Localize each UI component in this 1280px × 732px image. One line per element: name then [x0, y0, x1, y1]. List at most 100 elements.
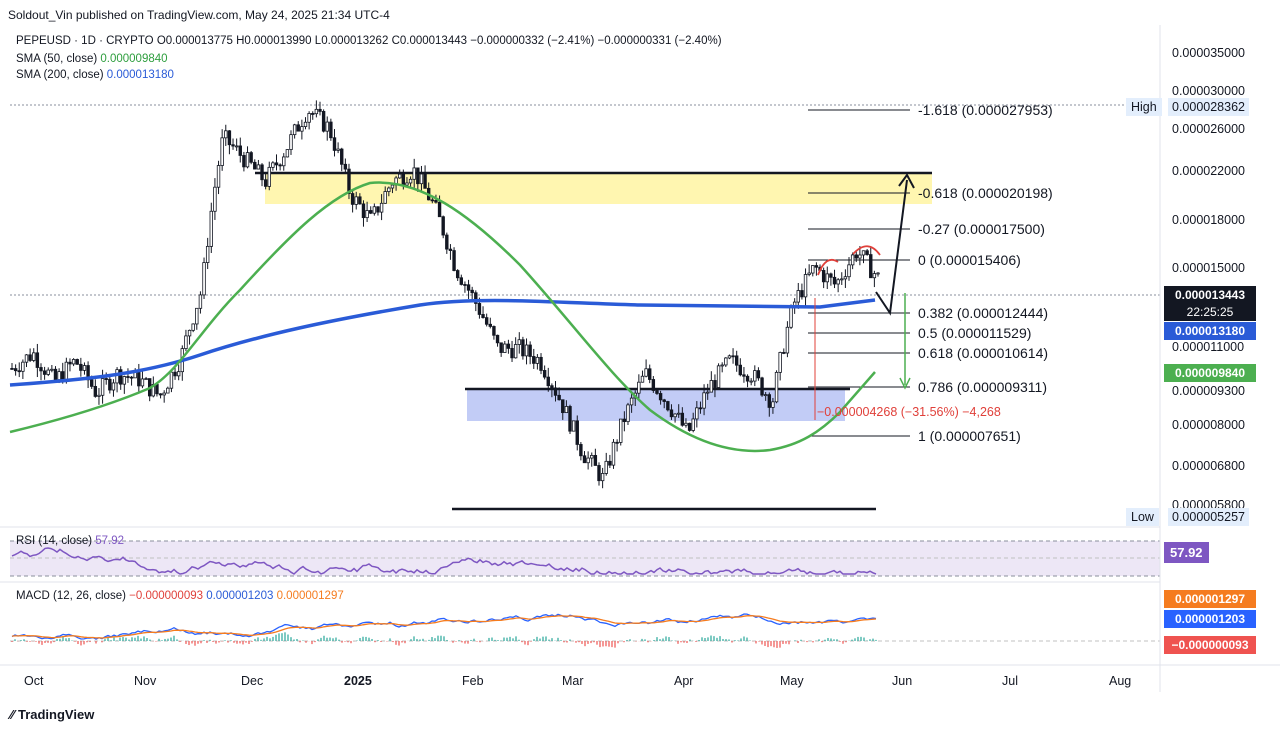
- candle-body: [282, 156, 286, 167]
- macd-bar: [344, 641, 346, 642]
- macd-bar: [185, 641, 187, 644]
- candle-body: [358, 196, 362, 205]
- macd-bar: [746, 637, 748, 641]
- candle-body: [843, 276, 848, 280]
- macd-bar: [137, 635, 139, 641]
- candle-body: [10, 367, 14, 370]
- candle-body: [760, 377, 764, 396]
- macd-bar: [851, 639, 853, 641]
- candle-body: [398, 173, 402, 179]
- candle-body: [46, 369, 50, 375]
- macd-bar: [716, 637, 718, 641]
- candle-body: [234, 145, 239, 148]
- macd-bar: [107, 637, 109, 641]
- macd-legend[interactable]: MACD (12, 26, close) −0.000000093 0.0000…: [16, 590, 344, 602]
- fib-label: 1 (0.000007651): [918, 428, 1021, 444]
- macd-bar: [509, 636, 511, 641]
- candle-body: [666, 401, 670, 411]
- macd-bar: [764, 641, 766, 646]
- macd-bar: [782, 641, 784, 644]
- macd-bar: [647, 641, 649, 643]
- macd-bar: [488, 637, 490, 641]
- candle-body: [477, 303, 482, 315]
- x-axis-label: Jul: [1002, 674, 1018, 688]
- candle-body: [524, 344, 529, 357]
- symbol[interactable]: PEPEUSD · 1D · CRYPTO: [16, 35, 154, 47]
- macd-bar: [125, 637, 127, 641]
- macd-bar: [278, 633, 280, 641]
- candle-body: [238, 145, 242, 156]
- macd-bar: [767, 641, 769, 648]
- candle-body: [64, 361, 69, 382]
- candle-body: [771, 401, 775, 408]
- candle-body: [376, 206, 380, 213]
- candle-body: [637, 381, 641, 394]
- macd-bar: [398, 641, 400, 646]
- macd-bar: [704, 638, 706, 641]
- candle-body: [517, 339, 521, 345]
- candle-body: [90, 379, 94, 387]
- high-tag-value: 0.000028362: [1168, 98, 1249, 116]
- macd-signal-value: 0.000001297: [276, 590, 344, 602]
- macd-bar: [773, 641, 775, 648]
- candle-body: [245, 152, 250, 168]
- macd-bar: [272, 636, 274, 641]
- candle-body: [35, 352, 40, 368]
- macd-bar: [131, 637, 133, 641]
- candle-body: [858, 254, 862, 259]
- price-candles: [10, 100, 880, 489]
- macd-bar: [614, 641, 616, 648]
- candle-body: [615, 441, 619, 444]
- candle-body: [39, 367, 43, 372]
- rsi-legend[interactable]: RSI (14, close) 57.92: [16, 535, 125, 547]
- macd-bar: [83, 641, 85, 645]
- candle-body: [202, 262, 206, 296]
- candle-body: [662, 399, 666, 402]
- fib-label: 0.5 (0.000011529): [918, 325, 1032, 341]
- candle-body: [510, 347, 514, 359]
- sma50-legend[interactable]: SMA (50, close) 0.000009840: [16, 53, 168, 65]
- candle-body: [716, 365, 721, 388]
- candle-body: [586, 457, 590, 464]
- macd-bar: [209, 639, 211, 641]
- macd-bar: [629, 639, 631, 641]
- macd-bar: [698, 639, 700, 641]
- candle-body: [821, 270, 826, 283]
- macd-line: [11, 613, 877, 640]
- sma200-legend[interactable]: SMA (200, close) 0.000013180: [16, 69, 174, 81]
- macd-bar: [542, 636, 544, 641]
- macd-bar: [680, 641, 682, 643]
- macd-bar: [332, 638, 334, 641]
- sma50-value: 0.000009840: [100, 53, 168, 65]
- macd-bar: [446, 639, 448, 641]
- candle-body: [390, 184, 395, 189]
- macd-bar: [518, 639, 520, 641]
- macd-bar: [701, 637, 703, 641]
- candle-body: [553, 387, 558, 396]
- macd-bar: [722, 638, 724, 641]
- price-axis-label: 0.000030000: [1172, 84, 1245, 98]
- macd-bar: [734, 640, 736, 641]
- price-axis-label: 0.000011000: [1172, 340, 1245, 354]
- candle-body: [68, 361, 72, 365]
- price-axis-label: 0.000035000: [1172, 46, 1245, 60]
- macd-bar: [659, 639, 661, 641]
- candle-body: [379, 202, 384, 213]
- macd-bar: [203, 640, 205, 641]
- candle-body: [158, 393, 163, 396]
- candle-body: [97, 394, 101, 397]
- fib-label: 0.618 (0.000010614): [918, 345, 1049, 361]
- macd-bar: [560, 640, 562, 641]
- candle-body: [691, 418, 695, 431]
- change-value-2: −0.000000331 (−2.40%): [597, 35, 722, 47]
- candle-body: [825, 273, 829, 283]
- candle-body: [807, 272, 811, 275]
- candle-body: [575, 420, 579, 445]
- tradingview-logo[interactable]: ⁠⁄⁄ TradingView: [10, 707, 95, 722]
- macd-bar: [62, 636, 64, 641]
- macd-bar: [113, 637, 115, 641]
- left-shoulder-arc: [817, 258, 839, 276]
- candle-body: [195, 307, 199, 325]
- candle-body: [811, 265, 815, 274]
